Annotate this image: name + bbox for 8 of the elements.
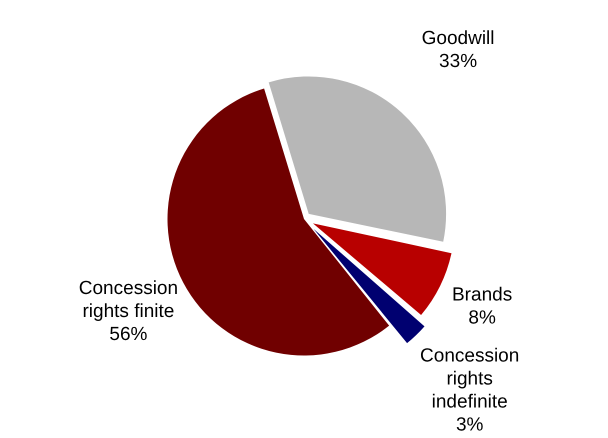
data-label: 56% xyxy=(109,324,148,345)
slice-label: Concession rights finite xyxy=(78,278,178,322)
slice-label: Goodwill xyxy=(422,28,495,49)
data-label: 8% xyxy=(468,307,496,328)
data-label: 33% xyxy=(439,50,478,72)
slice-label: Concession rights indefinite xyxy=(420,345,520,412)
slice-label: Brands xyxy=(452,284,512,306)
data-label: 3% xyxy=(456,414,484,436)
